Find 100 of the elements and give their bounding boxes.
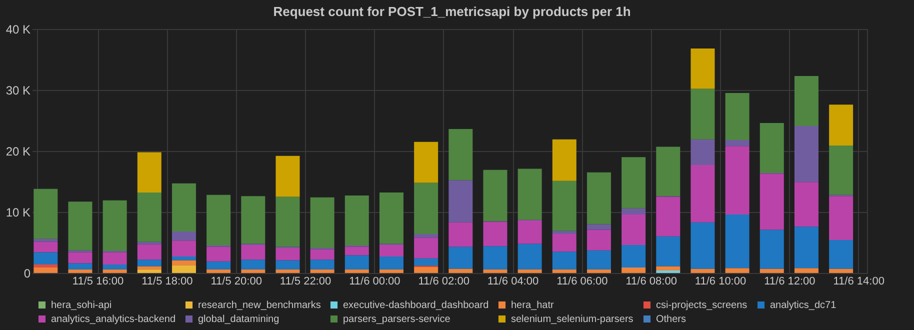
bar (68, 269, 92, 273)
bar (829, 146, 854, 195)
bar (829, 268, 854, 273)
bar (414, 234, 438, 238)
bar (206, 261, 231, 270)
bar (483, 269, 508, 273)
bar (310, 269, 334, 273)
bar (794, 76, 818, 126)
bar (344, 269, 369, 273)
bar (586, 250, 611, 270)
bar (310, 260, 334, 270)
bar (310, 249, 334, 260)
bar (760, 230, 784, 269)
legend-label: global_datamining (198, 314, 280, 325)
bar (622, 208, 646, 214)
y-tick-label: 20 K (6, 144, 30, 158)
bar (414, 258, 438, 266)
bar (276, 269, 300, 273)
bar (690, 165, 715, 222)
bar (34, 188, 58, 239)
bar (206, 269, 231, 273)
bar (794, 126, 818, 182)
chart-title: Request count for POST_1_metricsapi by products per 1h (273, 4, 631, 19)
bar (448, 222, 473, 247)
bar (725, 214, 750, 268)
bar (690, 139, 715, 166)
bar (760, 268, 784, 273)
x-tick-label: 11/6 08:00 (626, 276, 677, 288)
bar (276, 156, 300, 197)
bar (552, 180, 576, 231)
legend-label: analytics_dc71 (770, 300, 837, 311)
bar (414, 238, 438, 258)
x-tick-label: 11/6 12:00 (764, 276, 816, 288)
bar (725, 146, 750, 214)
x-tick-label: 11/5 18:00 (142, 276, 193, 288)
bar (622, 214, 646, 245)
bar (690, 222, 715, 269)
bar (34, 242, 58, 252)
bar (656, 196, 680, 236)
bar (552, 230, 576, 234)
bar (518, 220, 542, 244)
legend-label: Others (656, 314, 686, 325)
bar (656, 236, 680, 266)
bar (586, 230, 611, 250)
bar (414, 266, 438, 273)
x-tick-label: 11/6 14:00 (833, 276, 884, 288)
bar (34, 268, 58, 273)
y-tick-label: 10 K (6, 206, 30, 220)
bar (760, 122, 784, 173)
bar (68, 202, 92, 250)
y-tick-label: 30 K (6, 84, 30, 98)
bar (725, 93, 750, 140)
bar (379, 244, 404, 257)
bar (656, 266, 680, 271)
bar (137, 192, 162, 242)
bar (102, 252, 127, 264)
bar (379, 269, 404, 273)
x-tick-label: 11/6 04:00 (487, 276, 539, 288)
bar (725, 140, 750, 146)
bar (483, 246, 508, 270)
legend-label: hera_sohi-api (51, 300, 112, 311)
bar (690, 88, 715, 140)
bar (102, 264, 127, 270)
legend-label: csi-projects_screens (656, 300, 748, 311)
bar (34, 252, 58, 264)
bar (552, 139, 576, 181)
x-tick-label: 11/5 20:00 (210, 276, 262, 288)
bar (552, 234, 576, 252)
bar (448, 268, 473, 273)
bar (137, 266, 162, 270)
bar (690, 48, 715, 89)
x-tick-label: 11/5 22:00 (280, 276, 332, 288)
bar (137, 260, 162, 266)
legend-label: selenium_selenium-parsers (511, 314, 634, 325)
x-tick-label: 11/6 10:00 (694, 276, 746, 288)
bar (172, 256, 196, 260)
bar (518, 269, 542, 273)
bar (137, 244, 162, 260)
y-tick-label: 0 (24, 266, 31, 280)
bar (448, 180, 473, 222)
bar (241, 244, 266, 260)
bar (794, 226, 818, 268)
bar (829, 104, 854, 146)
bar (172, 265, 196, 273)
bar (34, 238, 58, 242)
bar (379, 192, 404, 244)
bar (276, 248, 300, 260)
bar (344, 255, 369, 270)
bar (241, 269, 266, 273)
bar (172, 260, 196, 266)
bar (172, 232, 196, 241)
bar (68, 252, 92, 264)
bar (68, 263, 92, 270)
bar (552, 269, 576, 273)
bar (656, 146, 680, 196)
bar (172, 240, 196, 257)
bar (241, 196, 266, 244)
bar (241, 260, 266, 270)
x-tick-label: 11/6 06:00 (556, 276, 608, 288)
bar (206, 246, 231, 262)
